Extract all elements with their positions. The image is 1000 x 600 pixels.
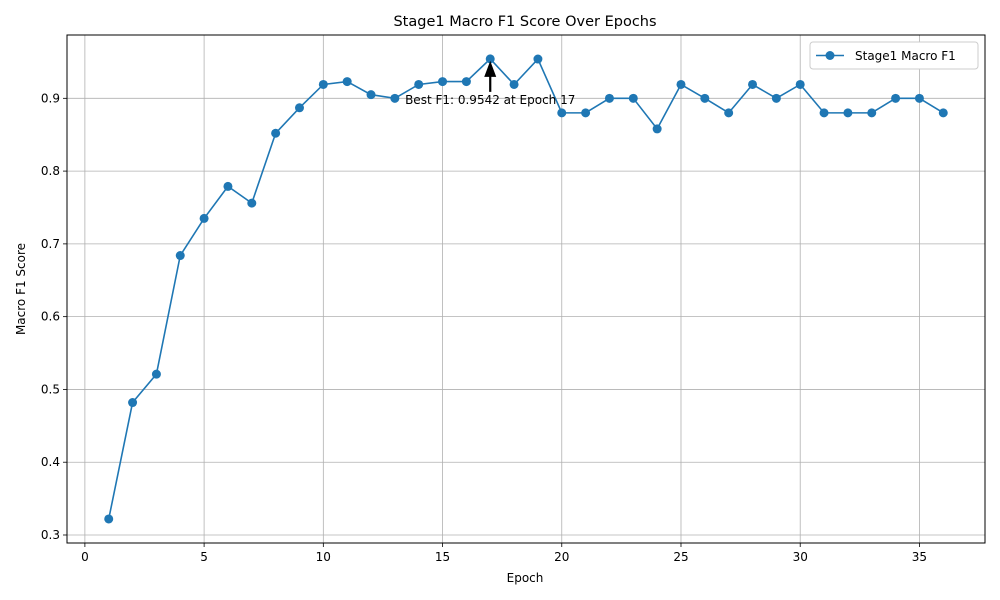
x-tick-label: 30 (793, 550, 808, 564)
x-tick-label: 0 (81, 550, 89, 564)
data-point (485, 54, 495, 64)
data-point (271, 128, 281, 138)
y-axis-ticks: 0.3 0.4 0.5 0.6 0.7 0.8 0.9 (41, 91, 67, 542)
data-point (461, 77, 471, 87)
x-axis-ticks: 0 5 10 15 20 25 30 35 (81, 543, 927, 564)
data-point (700, 93, 710, 103)
annotation: Best F1: 0.9542 at Epoch 17 (405, 60, 575, 107)
grid (67, 35, 985, 543)
data-point (104, 514, 114, 524)
data-point (533, 54, 543, 64)
data-point (628, 93, 638, 103)
data-point (771, 93, 781, 103)
data-point (223, 181, 233, 191)
data-point (151, 369, 161, 379)
data-point (128, 398, 138, 408)
data-point (795, 79, 805, 89)
y-tick-label: 0.5 (41, 382, 60, 396)
data-point (247, 198, 257, 208)
annotation-arrow-head (484, 60, 497, 77)
y-axis-label: Macro F1 Score (14, 243, 28, 335)
legend-marker-swatch (825, 51, 835, 60)
y-tick-label: 0.8 (41, 164, 60, 178)
data-point (557, 108, 567, 118)
series-layer (104, 54, 948, 524)
data-point (819, 108, 829, 118)
legend-box (809, 41, 979, 70)
y-tick-label: 0.6 (41, 310, 60, 324)
y-tick-label: 0.4 (41, 455, 60, 469)
x-tick-label: 10 (316, 550, 331, 564)
chart-title: Stage1 Macro F1 Score Over Epochs (393, 14, 656, 30)
legend-entry-label: Stage1 Macro F1 (855, 49, 956, 63)
data-point (366, 90, 376, 100)
data-point (652, 124, 662, 134)
data-point (509, 79, 519, 89)
data-point (891, 93, 901, 103)
data-point (414, 79, 424, 89)
data-point (676, 79, 686, 89)
x-tick-label: 15 (435, 550, 450, 564)
data-point (938, 108, 948, 118)
series-line (107, 57, 944, 520)
x-axis-label: Epoch (507, 571, 544, 585)
x-tick-label: 5 (200, 550, 208, 564)
data-point (748, 79, 758, 89)
annotation-text: Best F1: 0.9542 at Epoch 17 (405, 93, 575, 107)
data-point (843, 108, 853, 118)
data-point (199, 213, 209, 223)
y-tick-label: 0.9 (41, 91, 60, 105)
data-point (294, 103, 304, 113)
data-point (604, 93, 614, 103)
data-point (175, 251, 185, 261)
x-tick-label: 35 (912, 550, 927, 564)
plot-frame (66, 34, 986, 544)
data-point (390, 93, 400, 103)
y-tick-label: 0.7 (41, 237, 60, 251)
data-point (581, 108, 591, 118)
data-point (342, 77, 352, 87)
data-point (318, 79, 328, 89)
x-tick-label: 25 (673, 550, 688, 564)
data-point (867, 108, 877, 118)
x-tick-label: 20 (554, 550, 569, 564)
data-point (438, 77, 448, 87)
data-point (724, 108, 734, 118)
data-point (914, 93, 924, 103)
y-tick-label: 0.3 (41, 528, 60, 542)
legend: Stage1 Macro F1 (809, 41, 979, 70)
